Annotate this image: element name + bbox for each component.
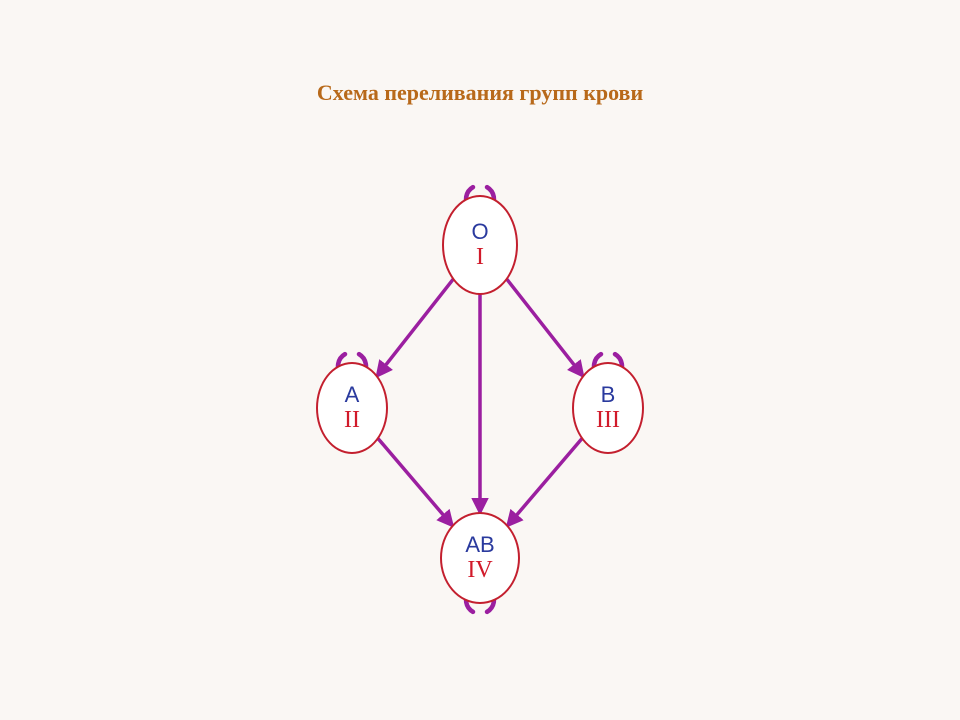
node-roman: II bbox=[344, 407, 360, 435]
node-letter: O bbox=[471, 219, 488, 244]
node-right: BIII bbox=[572, 362, 644, 454]
node-bottom: ABIV bbox=[440, 512, 520, 604]
diagram-stage: Схема переливания групп крови OIAIIBIIIA… bbox=[0, 0, 960, 720]
node-letter: AB bbox=[465, 532, 494, 557]
node-top: OI bbox=[442, 195, 518, 295]
arrows-layer bbox=[0, 0, 960, 720]
node-roman: I bbox=[476, 244, 484, 272]
edge-top-left bbox=[377, 280, 452, 376]
diagram-title: Схема переливания групп крови bbox=[0, 80, 960, 106]
node-roman: IV bbox=[467, 557, 492, 585]
edge-right-bottom bbox=[508, 439, 581, 525]
edge-top-right bbox=[507, 280, 582, 376]
edge-left-bottom bbox=[379, 439, 452, 525]
node-letter: B bbox=[601, 382, 616, 407]
node-left: AII bbox=[316, 362, 388, 454]
node-roman: III bbox=[596, 407, 620, 435]
node-letter: A bbox=[345, 382, 360, 407]
